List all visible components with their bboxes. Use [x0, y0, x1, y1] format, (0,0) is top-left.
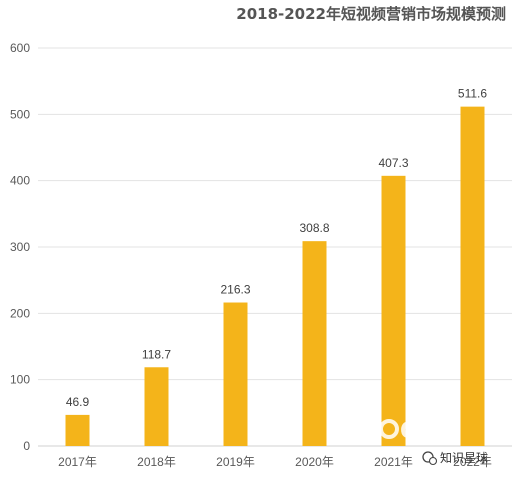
bar — [302, 241, 327, 446]
x-tick-label: 2019年 — [216, 455, 255, 469]
bar-data-label: 118.7 — [142, 347, 171, 361]
y-tick-label: 300 — [10, 240, 30, 254]
bar — [144, 367, 169, 446]
watermark: Qua 知识星球 — [379, 419, 488, 466]
y-axis-tick-labels: 0 100 200 300 400 500 600 — [10, 41, 30, 453]
bar — [223, 302, 248, 446]
y-tick-label: 200 — [10, 306, 30, 320]
y-tick-label: 0 — [23, 439, 30, 453]
bar-data-label: 216.3 — [220, 283, 250, 297]
x-tick-label: 2020年 — [295, 455, 334, 469]
bar-data-label: 407.3 — [378, 156, 408, 170]
wechat-icon-dot — [428, 456, 438, 466]
bar — [381, 175, 406, 446]
x-tick-label: 2021年 — [374, 455, 413, 469]
watermark-latin-text: Qua — [400, 419, 449, 444]
chart-title: 2018-2022年短视频营销市场规模预测 — [236, 5, 506, 23]
y-tick-label: 600 — [10, 41, 30, 55]
bar — [460, 106, 485, 446]
watermark-caption: 知识星球 — [440, 451, 488, 465]
bar — [65, 414, 90, 446]
bars — [65, 106, 485, 446]
x-axis-tick-labels: 2017年 2018年 2019年 2020年 2021年 2022年 — [58, 455, 492, 469]
x-tick-label: 2022年 — [453, 455, 492, 469]
bar-data-label: 46.9 — [66, 395, 90, 409]
y-tick-label: 500 — [10, 107, 30, 121]
x-tick-label: 2017年 — [58, 455, 97, 469]
data-labels: 46.9 118.7 216.3 308.8 407.3 511.6 — [66, 87, 488, 409]
y-tick-label: 400 — [10, 174, 30, 188]
x-tick-label: 2018年 — [137, 455, 176, 469]
watermark-logo-icon — [379, 419, 399, 439]
grid-lines — [38, 47, 512, 381]
bar-data-label: 308.8 — [299, 221, 329, 235]
bar-data-label: 511.6 — [458, 87, 487, 101]
y-tick-label: 100 — [10, 373, 30, 387]
